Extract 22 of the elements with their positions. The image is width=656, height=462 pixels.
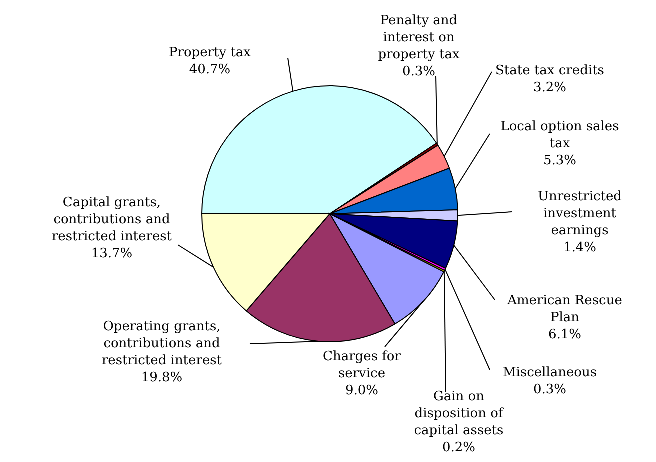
legend-label: Unrestricted investment earnings [538,189,622,238]
data-label: 0.2% [442,440,476,456]
slice-label: Property tax [168,45,252,60]
slice-label: Miscellaneous [502,365,598,380]
data-label: 5.3% [543,153,577,168]
slice-label: Charges for service [323,349,402,382]
data-label: 19.8% [141,370,183,386]
data-label: 13.7% [91,246,133,262]
data-label: 40.7% [189,62,231,78]
slice-label: State tax credits [496,63,604,78]
slice-label: Local option sales tax [500,119,620,152]
data-label: 0.3% [533,382,567,398]
data-label: 3.2% [533,80,567,96]
slice-label: Penalty and interest on property tax [378,13,460,62]
slice-label: Capital grants, contributions and restricted interest [52,195,173,244]
data-label: 0.3% [402,64,436,80]
slice-label: Operating grants, contributions and restricted interest [102,319,223,368]
data-label: 9.0% [345,383,379,398]
slice-label: Gain on disposition of capital assets [414,389,504,438]
data-label: 1.4% [563,240,597,256]
slice-label: American Rescue Plan [506,293,623,326]
data-label: 6.1% [548,327,582,342]
